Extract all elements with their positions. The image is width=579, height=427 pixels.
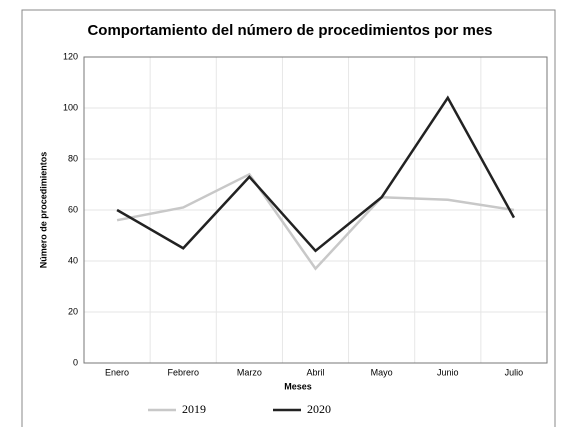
y-tick-label: 40 xyxy=(68,255,78,265)
y-tick-label: 0 xyxy=(73,357,78,367)
y-tick-label: 100 xyxy=(63,102,78,112)
x-tick-label: Julio xyxy=(505,367,524,377)
y-tick-label: 60 xyxy=(68,204,78,214)
x-tick-label: Mayo xyxy=(371,367,393,377)
x-axis-label: Meses xyxy=(284,381,312,391)
chart-frame xyxy=(21,9,556,427)
y-axis-label: Número de procedimientos xyxy=(38,152,48,269)
x-tick-label: Enero xyxy=(105,367,129,377)
legend-label: 2020 xyxy=(307,402,331,416)
y-tick-label: 80 xyxy=(68,153,78,163)
y-tick-label: 20 xyxy=(68,306,78,316)
x-tick-label: Abril xyxy=(306,367,324,377)
chart-title: Comportamiento del número de procedimien… xyxy=(87,22,492,39)
x-tick-label: Junio xyxy=(437,367,459,377)
series-line xyxy=(116,172,515,271)
y-tick-label: 120 xyxy=(63,51,78,61)
x-tick-label: Febrero xyxy=(167,367,199,377)
x-tick-label: Marzo xyxy=(237,367,262,377)
legend-label: 2019 xyxy=(182,402,206,416)
plot-frame xyxy=(83,56,548,364)
series-line xyxy=(116,95,516,253)
